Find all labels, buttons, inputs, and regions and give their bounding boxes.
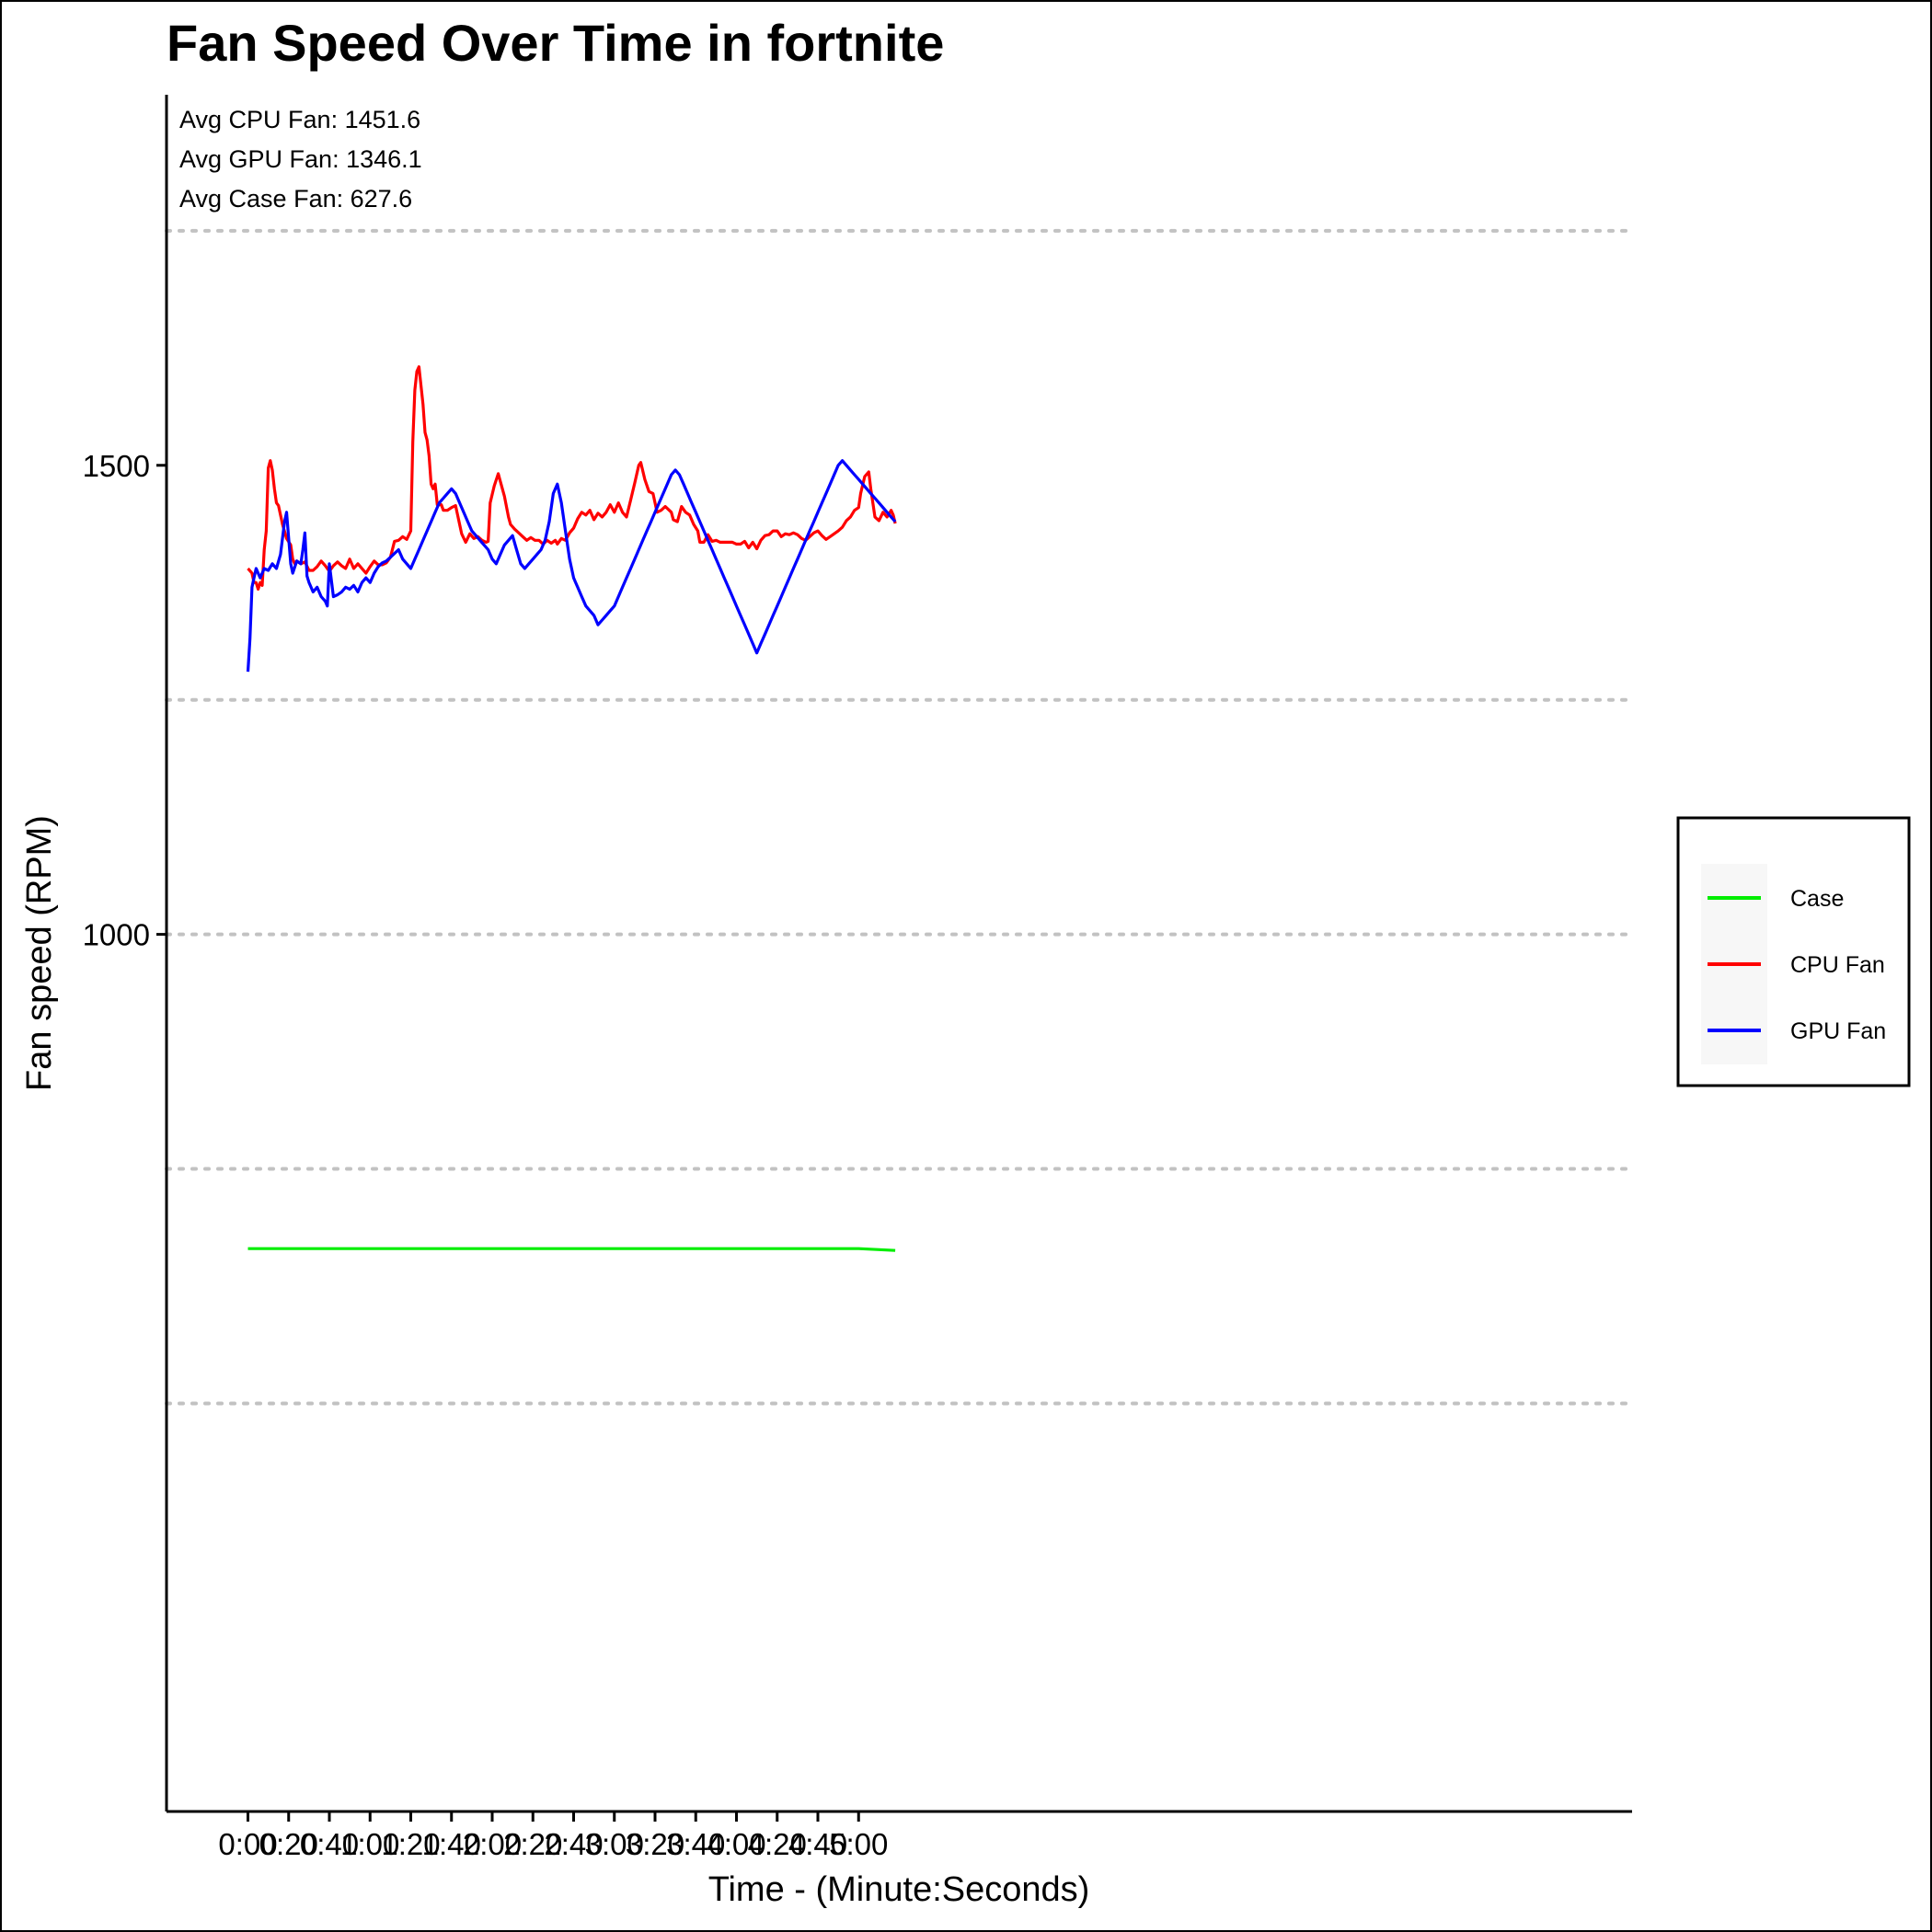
legend-entries: Case CPU Fan GPU Fan xyxy=(1708,886,1886,1044)
x-tick-label: 4:40 xyxy=(788,1827,847,1861)
series-line-case xyxy=(247,1247,896,1252)
x-tick-label: 3:00 xyxy=(585,1827,644,1861)
x-tick-label: 1:00 xyxy=(340,1827,399,1861)
x-tick-label: 5:00 xyxy=(829,1827,888,1861)
x-tick-label: 0:40 xyxy=(300,1827,359,1861)
x-tick-label: 2:40 xyxy=(544,1827,603,1861)
x-tick-label: 4:20 xyxy=(748,1827,807,1861)
y-axis-title: Fan speed (RPM) xyxy=(20,815,59,1091)
x-axis-title: Time - (Minute:Seconds) xyxy=(708,1870,1090,1909)
x-tick-label: 2:00 xyxy=(463,1827,522,1861)
x-tick-label: 0:00 xyxy=(218,1827,277,1861)
x-tick-label: 3:40 xyxy=(666,1827,725,1861)
x-tick-label: 1:40 xyxy=(422,1827,481,1861)
legend: Case CPU Fan GPU Fan xyxy=(1676,816,1911,1087)
x-tick-label: 0:20 xyxy=(259,1827,318,1861)
x-ticks: 0:000:200:401:001:201:402:002:202:403:00… xyxy=(218,1811,888,1861)
gridlines xyxy=(165,228,1634,1406)
x-tick-label: 2:20 xyxy=(503,1827,562,1861)
legend-label: GPU Fan xyxy=(1790,1018,1886,1044)
series-line-gpu-fan xyxy=(246,459,897,673)
series-lines xyxy=(246,365,897,1252)
y-tick-label: 1500 xyxy=(83,449,150,483)
x-tick-label: 3:20 xyxy=(626,1827,684,1861)
annotation-avg-gpu: Avg GPU Fan: 1346.1 xyxy=(179,145,422,173)
y-ticks: 1000 1500 xyxy=(83,449,167,952)
x-tick-label: 4:00 xyxy=(707,1827,765,1861)
legend-label: Case xyxy=(1790,886,1844,912)
y-tick-label: 1000 xyxy=(83,918,150,952)
annotation-avg-case: Avg Case Fan: 627.6 xyxy=(179,185,412,213)
chart-title: Fan Speed Over Time in fortnite xyxy=(167,14,944,72)
annotation-avg-cpu: Avg CPU Fan: 1451.6 xyxy=(179,106,420,133)
x-tick-label: 1:20 xyxy=(381,1827,440,1861)
legend-label: CPU Fan xyxy=(1790,952,1885,978)
